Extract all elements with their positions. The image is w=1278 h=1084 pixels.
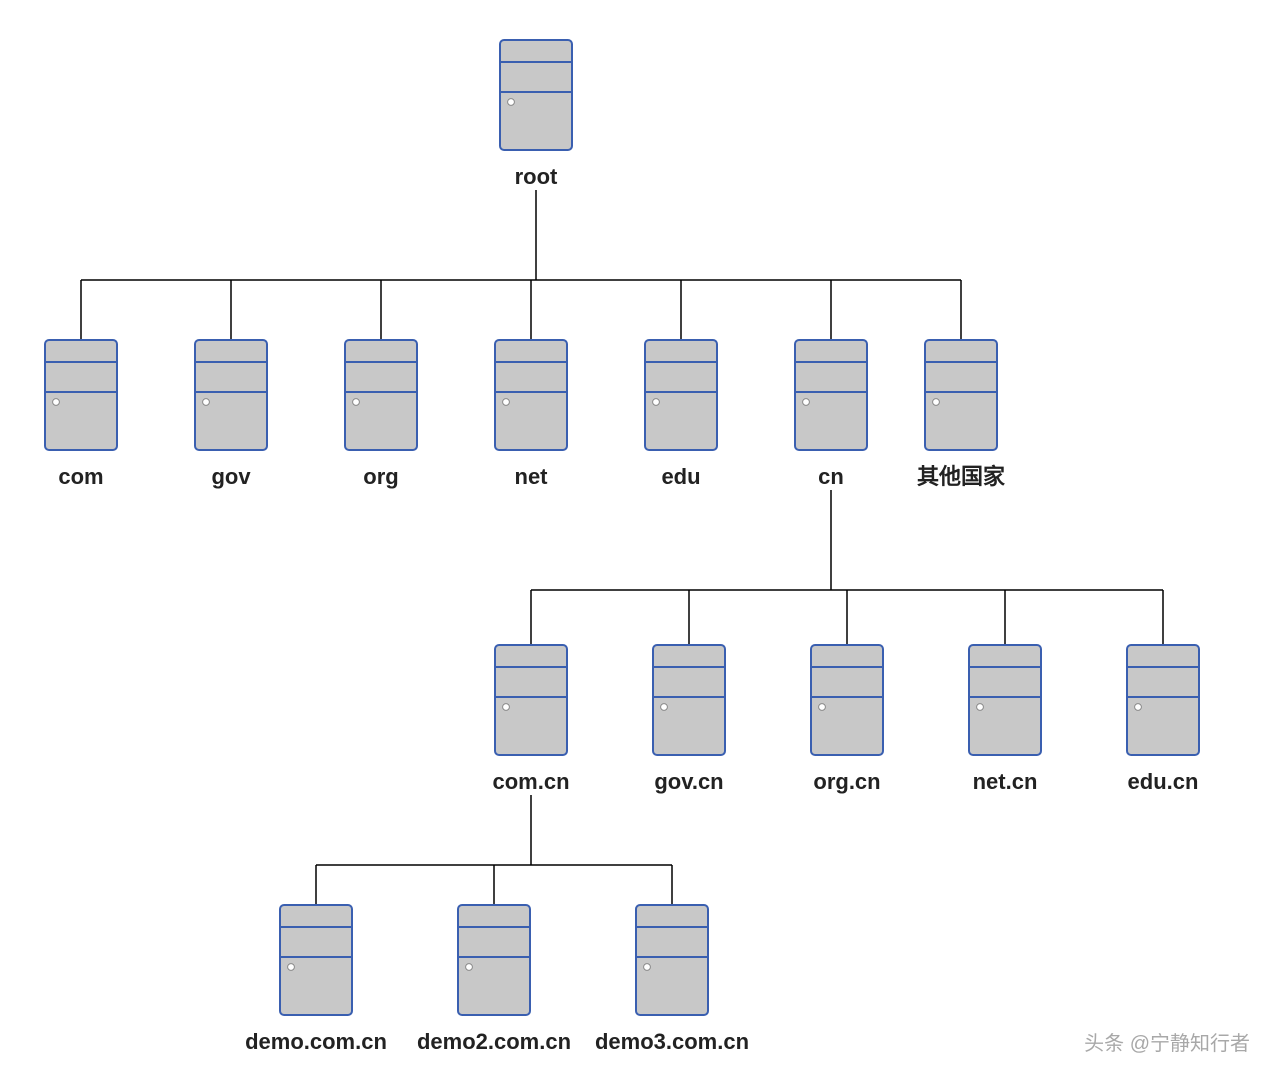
label-govcn: gov.cn xyxy=(654,769,723,794)
label-net: net xyxy=(515,464,549,489)
server-icon xyxy=(345,340,417,450)
label-educn: edu.cn xyxy=(1128,769,1199,794)
edges-layer xyxy=(81,190,1163,905)
node-comcn: com.cn xyxy=(492,645,569,794)
node-gov: gov xyxy=(195,340,267,489)
label-com: com xyxy=(58,464,103,489)
node-com: com xyxy=(45,340,117,489)
server-icon xyxy=(636,905,708,1015)
server-icon xyxy=(645,340,717,450)
label-org: org xyxy=(363,464,398,489)
node-netcn: net.cn xyxy=(969,645,1041,794)
label-netcn: net.cn xyxy=(973,769,1038,794)
node-orgcn: org.cn xyxy=(811,645,883,794)
label-demo2: demo2.com.cn xyxy=(417,1029,571,1054)
server-icon xyxy=(969,645,1041,755)
server-icon xyxy=(45,340,117,450)
server-icon xyxy=(500,40,572,150)
label-orgcn: org.cn xyxy=(813,769,880,794)
dns-hierarchy-diagram: root com gov org net edu cn 其他国家 com.cn gov.cn org… xyxy=(0,0,1278,1084)
node-net: net xyxy=(495,340,567,489)
server-icon xyxy=(795,340,867,450)
node-demo: demo.com.cn xyxy=(245,905,387,1054)
watermark-text: 头条 @宁静知行者 xyxy=(1084,1032,1250,1055)
node-educn: edu.cn xyxy=(1127,645,1199,794)
label-edu: edu xyxy=(661,464,700,489)
server-icon xyxy=(195,340,267,450)
node-cn: cn xyxy=(795,340,867,489)
label-demo3: demo3.com.cn xyxy=(595,1029,749,1054)
label-gov: gov xyxy=(211,464,251,489)
server-icon xyxy=(495,340,567,450)
server-icon xyxy=(1127,645,1199,755)
server-icon xyxy=(653,645,725,755)
node-demo2: demo2.com.cn xyxy=(417,905,571,1054)
label-comcn: com.cn xyxy=(492,769,569,794)
server-icon xyxy=(495,645,567,755)
node-other: 其他国家 xyxy=(917,340,1006,489)
node-demo3: demo3.com.cn xyxy=(595,905,749,1054)
node-root: root xyxy=(500,40,572,189)
nodes-layer: root com gov org net edu cn 其他国家 com.cn gov.cn org… xyxy=(45,40,1199,1054)
server-icon xyxy=(280,905,352,1015)
label-cn: cn xyxy=(818,464,844,489)
server-icon xyxy=(458,905,530,1015)
label-demo: demo.com.cn xyxy=(245,1029,387,1054)
label-root: root xyxy=(515,164,558,189)
server-icon xyxy=(811,645,883,755)
node-govcn: gov.cn xyxy=(653,645,725,794)
node-org: org xyxy=(345,340,417,489)
server-icon xyxy=(925,340,997,450)
label-other: 其他国家 xyxy=(917,464,1006,489)
node-edu: edu xyxy=(645,340,717,489)
